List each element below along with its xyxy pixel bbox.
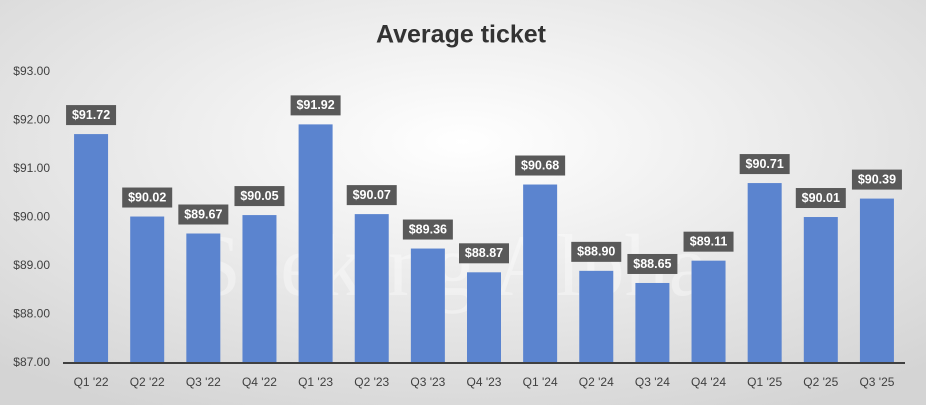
- bar: [635, 282, 670, 363]
- bar: [354, 214, 389, 363]
- x-tick-label: Q3 '23: [410, 375, 445, 389]
- value-label: $90.07: [353, 188, 391, 202]
- value-label-bg: [683, 231, 734, 252]
- value-label-bg: [234, 186, 285, 207]
- value-label-box: $90.07: [346, 185, 397, 206]
- value-label: $89.36: [409, 222, 447, 236]
- value-label: $91.92: [296, 98, 334, 112]
- value-label-bg: [627, 253, 678, 274]
- bar: [691, 260, 726, 363]
- value-label: $88.65: [633, 257, 671, 271]
- value-label-bg: [851, 169, 902, 190]
- x-tick-label: Q2 '23: [354, 375, 389, 389]
- value-label-bg: [571, 241, 622, 262]
- x-tick-label: Q2 '22: [130, 375, 165, 389]
- bar: [747, 183, 782, 363]
- value-label-bg: [515, 155, 566, 176]
- x-tick-label: Q2 '24: [579, 375, 614, 389]
- bar: [803, 217, 838, 363]
- x-tick-label: Q3 '22: [186, 375, 221, 389]
- bar: [130, 216, 165, 363]
- y-tick-label: $90.00: [13, 210, 50, 224]
- x-tick-label: Q1 '22: [74, 375, 109, 389]
- value-label-bg: [459, 243, 509, 264]
- y-tick-label: $92.00: [13, 113, 50, 127]
- y-tick-label: $87.00: [13, 355, 50, 369]
- value-label-bg: [178, 204, 229, 225]
- value-label-box: $88.87: [459, 243, 509, 264]
- value-label-bg: [66, 105, 117, 126]
- value-label-box: $89.36: [402, 219, 453, 240]
- x-tick-label: Q2 '25: [803, 375, 838, 389]
- value-label-box: $91.72: [66, 105, 117, 126]
- x-tick-label: Q4 '23: [467, 375, 502, 389]
- x-tick-label: Q4 '22: [242, 375, 277, 389]
- value-label-box: $90.05: [234, 186, 285, 207]
- value-label-bg: [795, 188, 846, 209]
- value-label-box: $90.39: [851, 169, 902, 190]
- value-label: $90.39: [858, 172, 896, 186]
- value-label: $90.05: [240, 189, 278, 203]
- value-label-box: $91.92: [290, 95, 341, 116]
- bar: [523, 184, 558, 363]
- value-label: $90.68: [521, 158, 559, 172]
- bar: [579, 270, 614, 363]
- x-tick-label: Q1 '23: [298, 375, 333, 389]
- value-label: $88.87: [465, 246, 503, 260]
- bar: [298, 124, 333, 363]
- chart-title: Average ticket: [376, 21, 547, 49]
- bar: [186, 233, 221, 363]
- x-tick-label: Q1 '24: [523, 375, 558, 389]
- value-label-bg: [290, 95, 341, 116]
- value-label: $90.02: [128, 190, 166, 204]
- value-label-box: $89.11: [683, 231, 734, 252]
- value-label-box: $88.65: [627, 253, 678, 274]
- x-tick-label: Q3 '25: [859, 375, 894, 389]
- y-tick-label: $91.00: [13, 161, 50, 175]
- value-label: $91.72: [72, 108, 110, 122]
- x-tick-label: Q3 '24: [635, 375, 670, 389]
- value-label-box: $88.90: [571, 241, 622, 262]
- value-label-bg: [346, 185, 397, 206]
- value-label-bg: [402, 219, 453, 240]
- x-tick-label: Q4 '24: [691, 375, 726, 389]
- value-label-box: $90.71: [739, 154, 790, 175]
- value-label: $89.11: [690, 234, 728, 248]
- bar: [410, 248, 445, 363]
- bar: [859, 198, 894, 363]
- y-tick-label: $93.00: [13, 64, 50, 78]
- value-label: $90.71: [746, 157, 784, 171]
- value-label-box: $90.02: [122, 187, 173, 208]
- value-label-box: $90.01: [795, 188, 846, 209]
- value-label-box: $90.68: [515, 155, 566, 176]
- bar: [242, 215, 277, 363]
- value-label: $90.01: [802, 191, 840, 205]
- value-label-bg: [122, 187, 173, 208]
- bar: [467, 272, 501, 363]
- value-label: $89.67: [184, 207, 222, 221]
- y-tick-label: $89.00: [13, 258, 50, 272]
- y-tick-label: $88.00: [13, 307, 50, 321]
- value-label-bg: [739, 154, 790, 175]
- value-label-box: $89.67: [178, 204, 229, 225]
- value-label: $88.90: [577, 245, 615, 259]
- x-tick-label: Q1 '25: [747, 375, 782, 389]
- bar: [74, 134, 109, 363]
